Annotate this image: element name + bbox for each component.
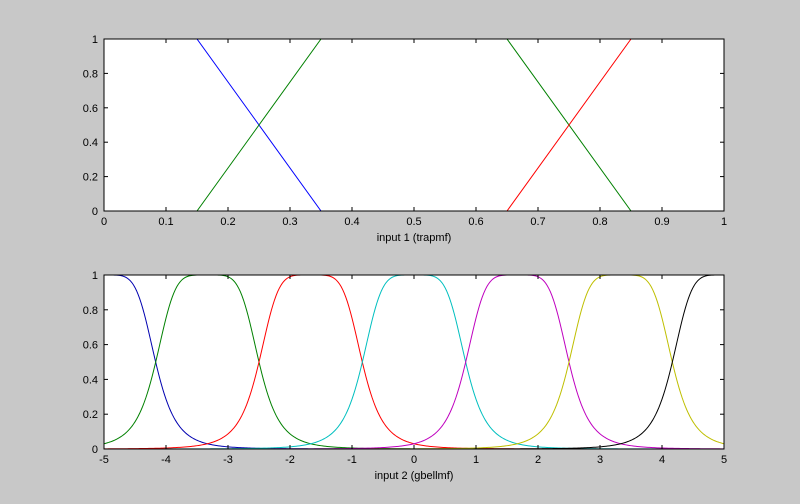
x-tick-label: 0.4 (344, 216, 359, 228)
plot-input-1: 0 0.1 0.2 0.3 0.4 0.5 0.6 0.7 0.8 0.9 1 0 0.2 0.4 0.6 0… (83, 34, 727, 244)
x-tick-label: 0.8 (592, 216, 607, 228)
x-tick-label: 0.6 (468, 216, 483, 228)
y-tick-label: 1 (92, 270, 98, 282)
axes-background (104, 39, 724, 211)
y-tick-label: 0.2 (83, 409, 98, 421)
x-tick-label: 0.3 (282, 216, 297, 228)
plot-input-2: -5 -4 -3 -2 -1 0 1 2 3 4 5 0 0.2 0.4 0.6 0.8 1 input 2 (g… (83, 270, 727, 482)
x-tick-label: 0.1 (158, 216, 173, 228)
y-tick-label: 0.2 (83, 172, 98, 184)
x-tick-label: -5 (99, 454, 109, 466)
y-tick-label: 0.8 (83, 68, 98, 80)
x-tick-label: 0 (101, 216, 107, 228)
x-tick-label: 0.7 (530, 216, 545, 228)
y-tick-label: 0 (92, 444, 98, 456)
x-tick-label: 2 (535, 454, 541, 466)
y-tick-label: 0.6 (83, 103, 98, 115)
x-tick-label: -3 (223, 454, 233, 466)
x-tick-label: 0.2 (220, 216, 235, 228)
x-tick-label: 1 (721, 216, 727, 228)
y-tick-label: 1 (92, 34, 98, 46)
x-tick-label: 1 (473, 454, 479, 466)
x-tick-label: 3 (597, 454, 603, 466)
y-tick-label: 0.4 (83, 374, 98, 386)
x-tick-label: -2 (285, 454, 295, 466)
x-tick-label: -1 (347, 454, 357, 466)
y-tick-label: 0.4 (83, 137, 98, 149)
y-tick-label: 0 (92, 206, 98, 218)
x-axis-label: input 2 (gbellmf) (375, 470, 454, 482)
x-axis-label: input 1 (trapmf) (377, 232, 452, 244)
x-tick-label: 0 (411, 454, 417, 466)
axes-background (104, 275, 724, 449)
x-tick-label: 0.9 (654, 216, 669, 228)
x-tick-label: 4 (659, 454, 665, 466)
x-tick-label: 0.5 (406, 216, 421, 228)
y-tick-label: 0.6 (83, 340, 98, 352)
y-tick-label: 0.8 (83, 305, 98, 317)
x-tick-label: -4 (161, 454, 171, 466)
x-tick-label: 5 (721, 454, 727, 466)
